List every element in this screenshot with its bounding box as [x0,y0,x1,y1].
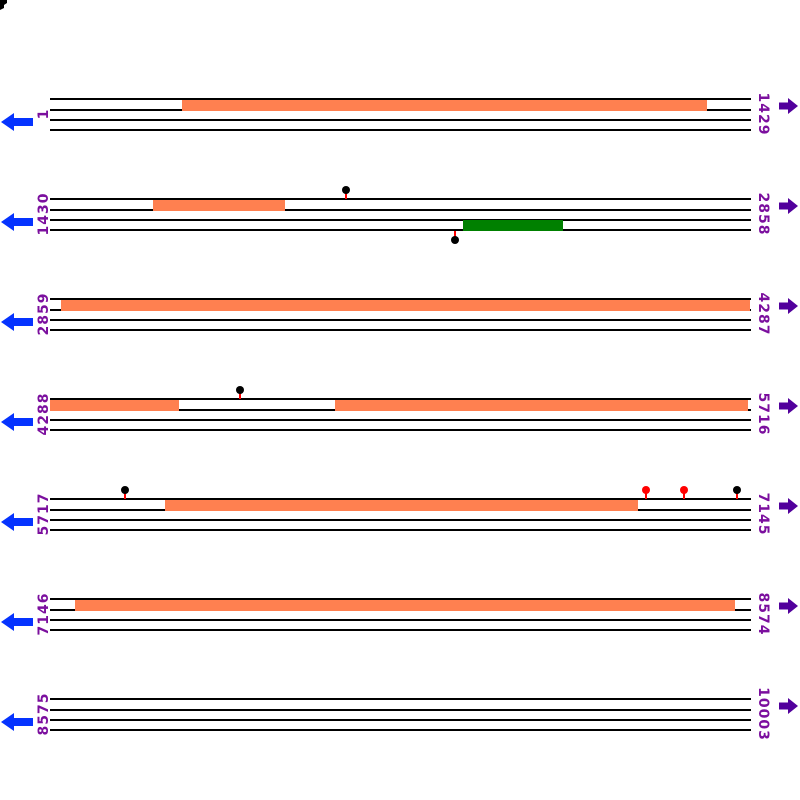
right-continuation-arrow-icon [779,398,798,414]
orf-feature-bar [61,300,750,311]
track-start-label: 4288 [36,392,52,436]
orf-feature-bar [182,100,707,111]
sequence-line [50,429,751,431]
track-start-label: 5717 [36,492,52,536]
sequence-line [50,198,751,200]
site-marker-stem [645,493,647,499]
sequence-line [50,619,751,621]
sequence-line [50,219,751,221]
left-continuation-arrow-icon [1,613,33,631]
sequence-line [50,398,751,400]
corner-mark [0,0,7,10]
right-continuation-arrow-icon [779,298,798,314]
site-marker-dot [121,486,129,494]
site-marker-stem [454,231,456,237]
site-marker-stem [683,493,685,499]
orf-feature-bar [50,400,179,411]
site-marker-stem [345,193,347,199]
sequence-line [50,209,751,211]
site-marker-dot [680,486,688,494]
sequence-line [50,98,751,100]
sequence-line [50,498,751,500]
sequence-line [50,329,751,331]
right-continuation-arrow-icon [779,698,798,714]
sequence-line [50,529,751,531]
left-continuation-arrow-icon [1,113,33,131]
sequence-line [50,229,751,231]
left-continuation-arrow-icon [1,213,33,231]
sequence-line [50,709,751,711]
site-marker-dot [236,386,244,394]
orf-feature-bar [75,600,735,611]
track-start-label: 1 [36,108,52,120]
site-marker-dot [733,486,741,494]
sequence-line [50,698,751,700]
sequence-line [50,298,751,300]
right-continuation-arrow-icon [779,598,798,614]
site-marker-stem [239,393,241,399]
right-continuation-arrow-icon [779,498,798,514]
right-continuation-arrow-icon [779,198,798,214]
track-end-label: 7145 [755,492,771,536]
track-end-label: 8574 [755,592,771,636]
sequence-line [50,519,751,521]
site-marker-dot [642,486,650,494]
site-marker-stem [124,493,126,499]
track-start-label: 8575 [36,692,52,736]
left-continuation-arrow-icon [1,513,33,531]
sequence-line [50,729,751,731]
left-continuation-arrow-icon [1,413,33,431]
feature-bar-green [463,220,563,231]
track-end-label: 1429 [755,92,771,136]
sequence-line [50,629,751,631]
track-start-label: 7146 [36,592,52,636]
left-continuation-arrow-icon [1,713,33,731]
track-start-label: 1430 [36,192,52,236]
site-marker-dot [451,236,459,244]
track-end-label: 2858 [755,192,771,236]
orf-feature-bar [335,400,748,411]
sequence-line [50,319,751,321]
track-end-label: 4287 [755,292,771,336]
track-end-label: 5716 [755,392,771,436]
left-continuation-arrow-icon [1,313,33,331]
sequence-line [50,419,751,421]
site-marker-dot [342,186,350,194]
sequence-line [50,598,751,600]
track-end-label: 10003 [755,687,771,741]
sequence-line [50,719,751,721]
orf-feature-bar [153,200,285,211]
site-marker-stem [736,493,738,499]
track-start-label: 2859 [36,292,52,336]
sequence-line [50,129,751,131]
sequence-line [50,119,751,121]
orf-feature-bar [165,500,638,511]
right-continuation-arrow-icon [779,98,798,114]
